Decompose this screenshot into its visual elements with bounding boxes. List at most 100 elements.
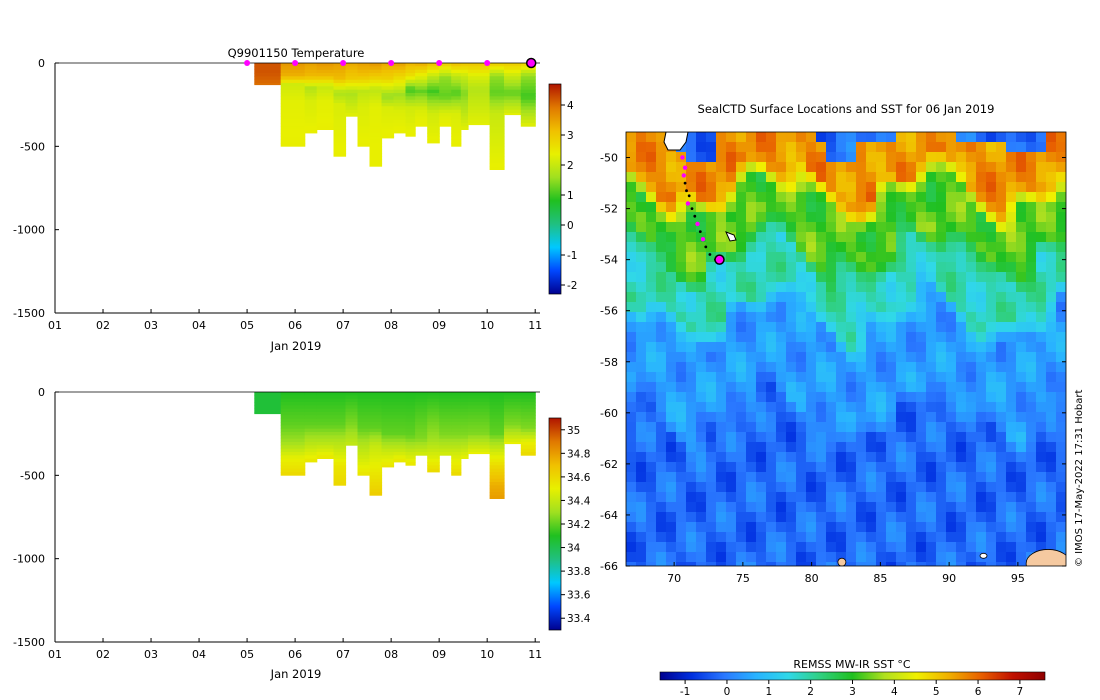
sst-cell: [796, 342, 807, 353]
heatmap-cell: [393, 392, 407, 396]
heatmap-cell: [393, 408, 407, 413]
sst-cell: [856, 302, 867, 313]
sst-cell: [846, 412, 857, 423]
sst-cell: [796, 162, 807, 173]
heatmap-cell: [451, 123, 462, 127]
sst-cell: [946, 202, 957, 213]
heatmap-cell: [304, 66, 318, 70]
heatmap-cell: [280, 465, 306, 469]
sst-cell: [786, 312, 797, 323]
x-tick-label: 10: [480, 648, 494, 661]
sst-cell: [776, 432, 787, 443]
heatmap-cell: [393, 86, 407, 90]
heatmap-cell: [427, 415, 440, 419]
heatmap-cell: [381, 452, 395, 456]
sst-cell: [936, 282, 947, 293]
heatmap-cell: [316, 452, 335, 456]
sst-cell: [776, 252, 787, 263]
sst-cell: [836, 202, 847, 213]
sst-cell: [916, 362, 927, 373]
sst-cell: [1006, 262, 1017, 273]
sst-cell: [816, 412, 827, 423]
sst-cell: [816, 532, 827, 543]
sst-cell: [736, 542, 747, 553]
sst-cell: [746, 512, 757, 523]
track-point: [690, 207, 694, 211]
sst-cell: [926, 242, 937, 253]
heatmap-cell: [405, 63, 416, 67]
sst-cell: [976, 462, 987, 473]
sst-cell: [636, 162, 647, 173]
sst-cell: [846, 552, 857, 563]
sst-cell: [646, 152, 657, 163]
sst-cell: [906, 222, 917, 233]
sst-cell: [1056, 382, 1066, 393]
sst-cell: [1036, 432, 1047, 443]
sst-cell: [876, 222, 887, 233]
heatmap-cell: [316, 63, 335, 67]
heatmap-cell: [357, 468, 371, 473]
sst-cell: [876, 502, 887, 513]
sst-cell: [646, 262, 657, 273]
heatmap-cell: [451, 83, 462, 87]
sst-cell: [796, 322, 807, 333]
sst-cell: [726, 162, 737, 173]
heatmap-cell: [304, 113, 318, 117]
sst-cell: [826, 322, 837, 333]
heatmap-cell: [427, 448, 440, 453]
sst-cell: [626, 382, 637, 393]
sst-cell: [686, 542, 697, 553]
sst-cell: [636, 342, 647, 353]
sst-cell: [626, 242, 637, 253]
sst-cell: [626, 392, 637, 403]
sst-cell: [916, 202, 927, 213]
sst-cell: [966, 362, 977, 373]
heatmap-cell: [280, 139, 306, 144]
sst-cell: [976, 342, 987, 353]
sst-cell: [996, 502, 1007, 513]
sst-cell: [936, 502, 947, 513]
sst-cell: [736, 332, 747, 343]
sst-cell: [766, 562, 777, 566]
heatmap-cell: [345, 392, 359, 396]
sst-cell: [926, 272, 937, 283]
sst-cell: [886, 322, 897, 333]
sst-cell: [746, 532, 757, 543]
sst-cell: [1026, 382, 1037, 393]
sst-cell: [886, 432, 897, 443]
heatmap-cell: [333, 482, 347, 486]
heatmap-cell: [345, 109, 359, 114]
sst-cell: [746, 242, 757, 253]
sst-cell: [886, 382, 897, 393]
sst-cell: [776, 132, 787, 143]
sst-cell: [996, 492, 1007, 503]
sst-cell: [846, 222, 857, 233]
sst-cell: [686, 312, 697, 323]
sst-cell: [806, 502, 817, 513]
sst-cell: [706, 282, 717, 293]
heatmap-cell: [460, 445, 469, 449]
heatmap-cell: [468, 83, 491, 87]
sst-cell: [626, 362, 637, 373]
sst-cell: [1046, 412, 1057, 423]
sst-cell: [976, 272, 987, 283]
sst-cell: [916, 332, 927, 343]
sst-cell: [706, 162, 717, 173]
sst-cell: [956, 522, 967, 533]
heatmap-cell: [345, 415, 359, 419]
sst-cell: [976, 392, 987, 403]
sst-cell: [926, 542, 937, 553]
sst-cell: [766, 382, 777, 393]
heatmap-cell: [254, 405, 282, 409]
heatmap-cell: [520, 93, 536, 97]
heatmap-cell: [316, 405, 335, 409]
heatmap-cell: [405, 462, 416, 466]
sst-cell: [956, 442, 967, 453]
heatmap-cell: [357, 455, 371, 459]
sst-cell: [816, 482, 827, 493]
heatmap-cell: [280, 422, 306, 426]
sst-cell: [666, 432, 677, 443]
heatmap-cell: [357, 69, 371, 74]
sst-cell: [1036, 442, 1047, 453]
sst-cell: [1026, 202, 1037, 213]
